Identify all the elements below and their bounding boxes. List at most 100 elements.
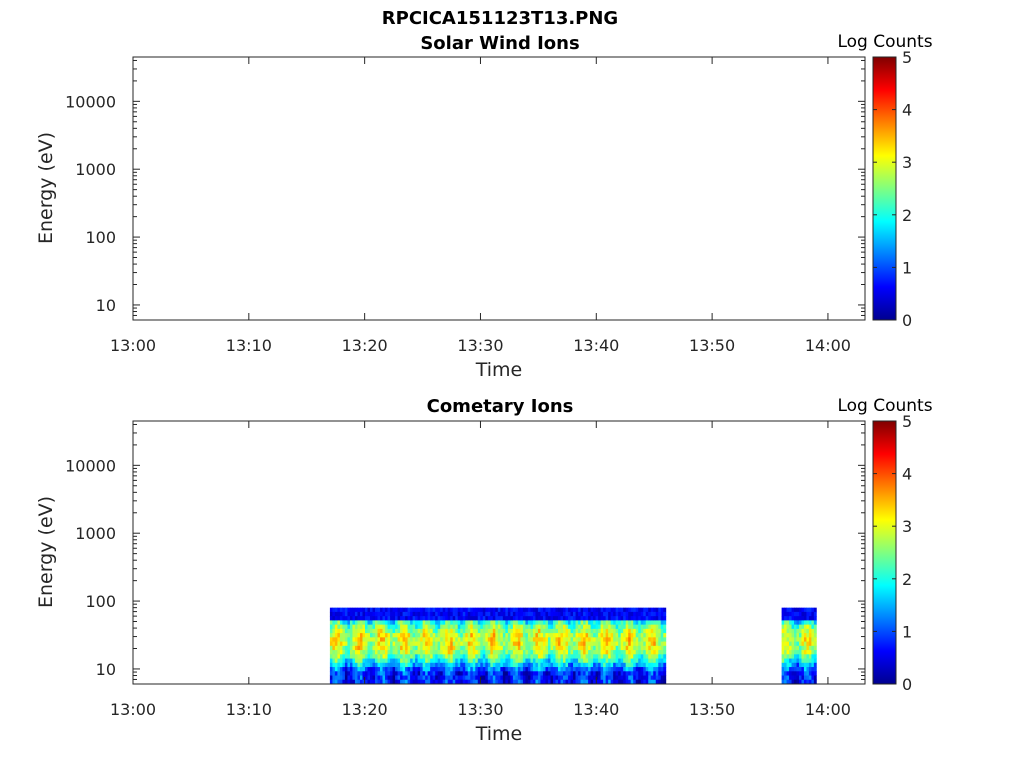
heatmap-cell (578, 620, 581, 626)
heatmap-cell (495, 667, 499, 672)
heatmap-cell (658, 637, 662, 642)
heatmap-cell (395, 637, 398, 642)
heatmap-cell (477, 667, 481, 672)
heatmap-cell (460, 620, 464, 626)
heatmap-cell (354, 658, 358, 664)
heatmap-cell (565, 641, 569, 647)
heatmap-cell (390, 611, 393, 617)
heatmap-cell (618, 679, 622, 685)
heatmap-cell (532, 667, 536, 672)
heatmap-cell (542, 671, 546, 676)
heatmap-cell (794, 611, 797, 617)
heatmap-cell (377, 628, 381, 634)
heatmap-cell (555, 658, 559, 664)
heatmap-cell (485, 624, 489, 630)
heatmap-cell (485, 671, 489, 676)
heatmap-cell (598, 654, 602, 659)
heatmap-cell (660, 607, 664, 613)
heatmap-cell (532, 641, 536, 647)
heatmap-cell (385, 624, 388, 630)
heatmap-cell (382, 624, 386, 630)
heatmap-cell (555, 641, 559, 647)
heatmap-cell (585, 607, 589, 613)
heatmap-cell (420, 658, 424, 664)
heatmap-cell (480, 675, 484, 681)
heatmap-cell (342, 628, 346, 634)
heatmap-cell (530, 679, 534, 685)
heatmap-cell (440, 633, 444, 638)
heatmap-cell (648, 641, 652, 647)
heatmap-cell (520, 641, 524, 647)
heatmap-cell (417, 637, 421, 642)
heatmap-cell (505, 633, 509, 638)
heatmap-cell (789, 650, 792, 655)
heatmap-cell (364, 662, 368, 668)
heatmap-cell (789, 611, 792, 617)
heatmap-cell (590, 637, 594, 642)
heatmap-cell (482, 658, 486, 664)
heatmap-cell (598, 611, 602, 617)
heatmap-cell (512, 616, 516, 621)
heatmap-cell (370, 607, 373, 613)
heatmap-cell (640, 675, 644, 681)
heatmap-cell (623, 628, 627, 634)
heatmap-cell (620, 671, 624, 676)
x-tick-label: 14:00 (805, 336, 851, 355)
heatmap-cell (635, 675, 639, 681)
heatmap-cell (432, 645, 436, 651)
heatmap-cell (603, 607, 607, 613)
heatmap-cell (490, 671, 494, 676)
heatmap-cell (623, 671, 627, 676)
heatmap-cell (490, 658, 494, 664)
heatmap-cell (334, 641, 338, 647)
heatmap-cell (405, 654, 409, 659)
heatmap-cell (450, 628, 454, 634)
heatmap-cell (507, 624, 511, 630)
heatmap-cell (460, 616, 464, 621)
heatmap-cell (329, 675, 333, 681)
heatmap-cell (590, 616, 594, 621)
heatmap-cell (568, 650, 571, 655)
heatmap-cell (633, 624, 637, 630)
heatmap-cell (400, 662, 403, 668)
heatmap-cell (615, 641, 619, 647)
heatmap-cell (558, 654, 561, 659)
heatmap-cell (375, 671, 378, 676)
heatmap-cell (467, 637, 471, 642)
heatmap-cell (405, 616, 409, 621)
heatmap-cell (578, 675, 581, 681)
heatmap-cell (342, 671, 346, 676)
heatmap-cell (628, 645, 632, 651)
heatmap-cell (791, 675, 795, 681)
heatmap-cell (485, 628, 489, 634)
heatmap-cell (357, 637, 361, 642)
heatmap-cell (588, 637, 591, 642)
heatmap-cell (500, 633, 504, 638)
heatmap-cell (633, 658, 637, 664)
heatmap-cell (390, 667, 393, 672)
heatmap-cell (445, 624, 449, 630)
heatmap-cell (407, 650, 411, 655)
heatmap-cell (405, 662, 409, 668)
heatmap-cell (535, 650, 539, 655)
heatmap-cell (417, 645, 421, 651)
heatmap-cell (563, 628, 566, 634)
heatmap-cell (362, 650, 366, 655)
heatmap-cell (537, 641, 541, 647)
heatmap-cell (395, 641, 398, 647)
heatmap-cell (425, 679, 429, 685)
heatmap-cell (377, 641, 381, 647)
heatmap-cell (492, 637, 496, 642)
heatmap-cell (603, 662, 607, 668)
heatmap-cell (359, 679, 363, 685)
heatmap-cell (402, 645, 406, 651)
heatmap-cell (392, 633, 396, 638)
heatmap-cell (385, 662, 388, 668)
heatmap-cell (502, 611, 506, 617)
heatmap-cell (530, 654, 534, 659)
heatmap-cell (402, 616, 406, 621)
heatmap-cell (568, 658, 571, 664)
heatmap-cell (432, 607, 436, 613)
heatmap-cell (437, 628, 441, 634)
heatmap-cell (803, 650, 807, 655)
